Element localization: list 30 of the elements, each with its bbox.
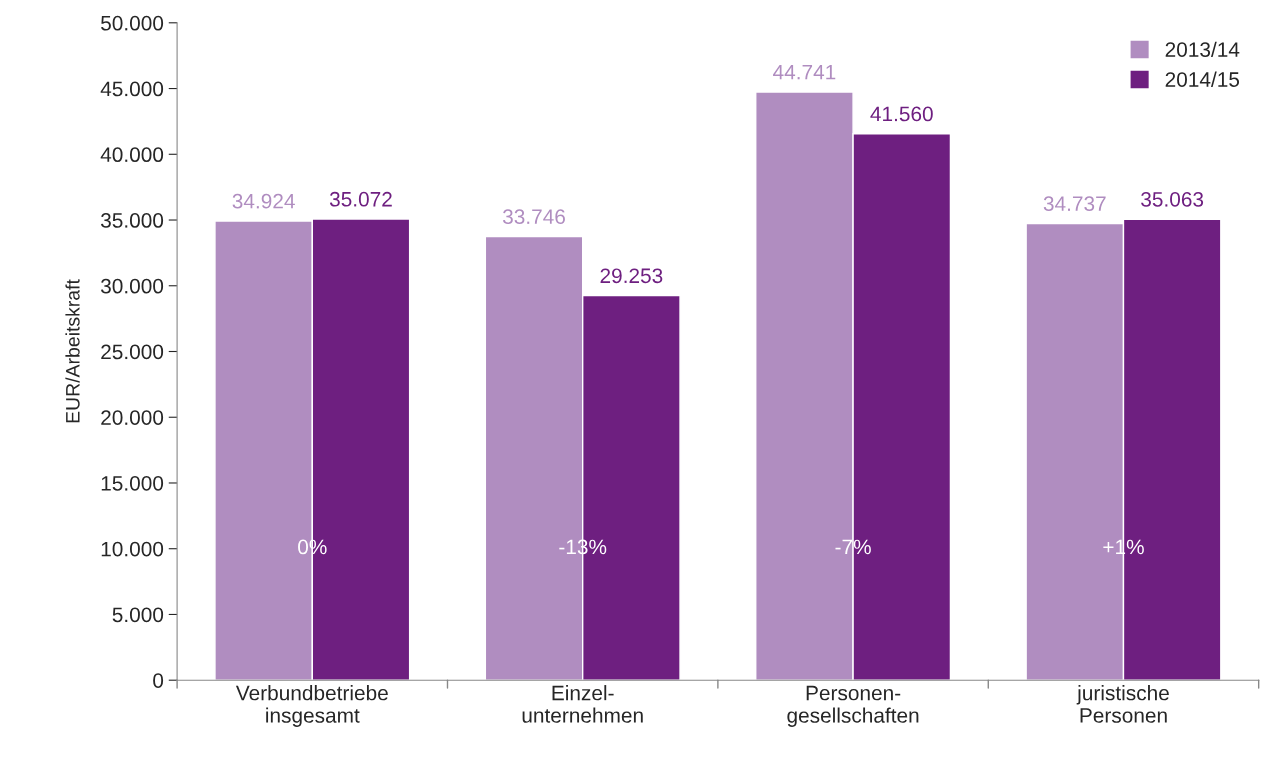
x-tick-label: Personen- gesellschaften <box>787 685 919 727</box>
x-tick-label: Einzel- unternehmen <box>522 685 643 723</box>
data-label: 29.253 <box>600 268 663 284</box>
y-tick-label: 10.000 <box>101 541 164 557</box>
data-label: 35.072 <box>329 191 392 207</box>
y-tick-label: 25.000 <box>101 344 164 360</box>
y-axis-title: EUR/Arbeitskraft <box>65 279 80 423</box>
y-tick-label: 0 <box>153 673 164 688</box>
x-tick-label: Verbundbetriebe insgesamt <box>235 685 388 727</box>
legend-label: 2014/15 <box>1165 71 1240 87</box>
y-tick-label: 30.000 <box>100 278 164 294</box>
data-label: 34.737 <box>1043 196 1106 212</box>
y-tick-label: 5.000 <box>112 607 164 623</box>
y-tick-label: 50.000 <box>101 15 164 31</box>
data-label: 41.560 <box>870 106 933 122</box>
annotation: -13% <box>559 539 607 555</box>
legend-label: 2013/14 <box>1165 41 1240 57</box>
y-tick-label: 35.000 <box>100 213 164 228</box>
annotation: 0% <box>298 539 327 555</box>
y-tick-label: 15.000 <box>101 475 164 491</box>
y-tick-label: 45.000 <box>100 81 164 97</box>
y-tick-label: 20.000 <box>101 410 164 425</box>
data-label: 35.063 <box>1141 191 1204 207</box>
data-label: 33.746 <box>502 209 565 225</box>
data-label: 44.741 <box>773 64 836 80</box>
annotation: -7% <box>835 539 871 555</box>
y-tick-label: 40.000 <box>100 147 164 163</box>
x-tick-label: juristische Personen <box>1076 685 1169 723</box>
annotation: +1% <box>1103 539 1144 555</box>
data-label: 34.924 <box>232 193 295 209</box>
